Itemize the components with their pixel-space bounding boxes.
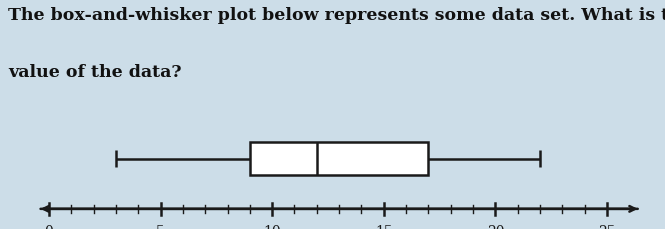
Bar <box>250 142 428 176</box>
Text: 5: 5 <box>156 224 165 229</box>
Text: 20: 20 <box>487 224 504 229</box>
Text: The box-and-whisker plot below represents some data set. What is the maximum: The box-and-whisker plot below represent… <box>8 7 665 24</box>
Text: 10: 10 <box>263 224 281 229</box>
Text: value of the data?: value of the data? <box>8 64 182 81</box>
Text: 0: 0 <box>45 224 53 229</box>
Text: 25: 25 <box>598 224 616 229</box>
Text: 15: 15 <box>375 224 392 229</box>
